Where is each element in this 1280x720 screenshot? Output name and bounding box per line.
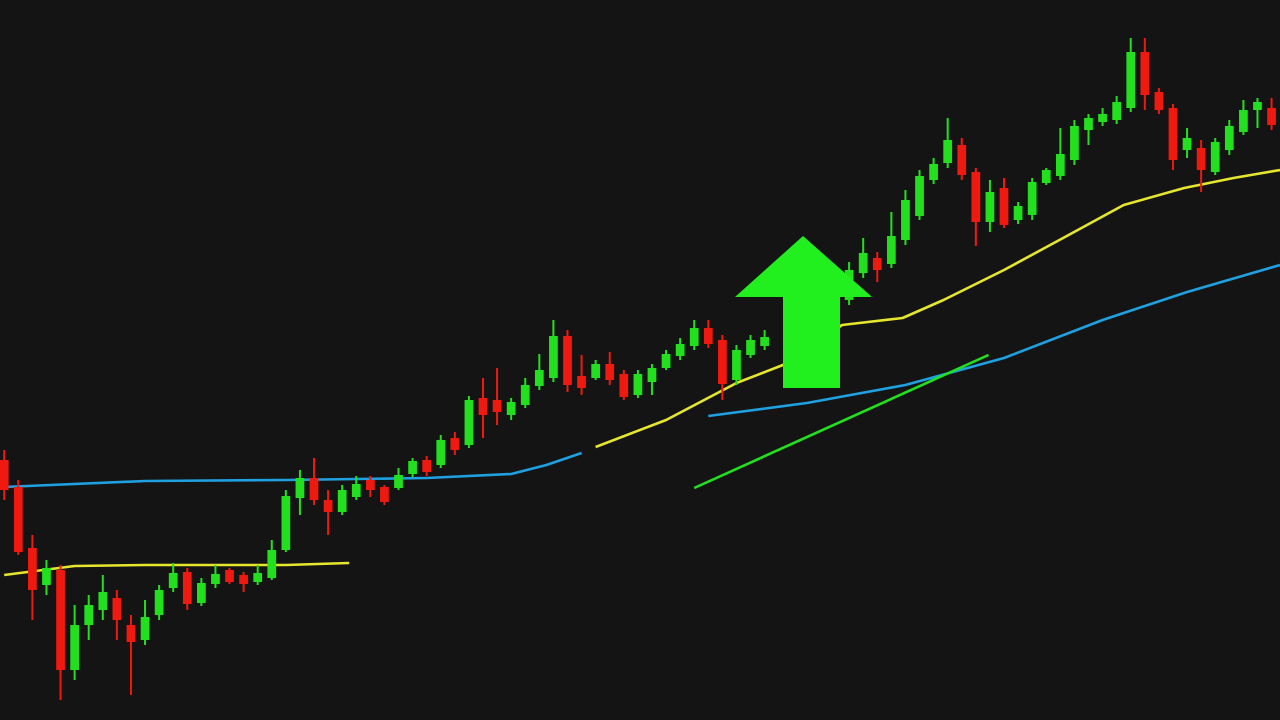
candle-body [943,140,953,163]
candle-body [168,573,178,588]
candle-body [605,364,615,380]
candle-body [957,145,967,175]
candle-body [309,478,319,500]
up-arrow [735,236,872,388]
candle-body [506,402,516,415]
candle-body [1196,148,1206,170]
candle-body [971,172,981,222]
candle-body [1224,126,1234,150]
candle-body [464,400,474,445]
candle-body [154,590,164,615]
candle-body [549,336,558,378]
candle-body [84,605,94,625]
candle-body [675,344,685,356]
candle-body [295,478,305,498]
candle-body [703,328,713,344]
candle-body [1070,126,1079,160]
candle-body [915,176,924,216]
candle-body [1253,102,1262,110]
candle-body [70,625,79,670]
candle-body [478,398,488,415]
candle-body [520,385,530,405]
candle-body [1239,110,1248,132]
candle-body [577,376,586,388]
candle-body [182,572,192,604]
candle-body [1126,52,1136,108]
candle-body [140,617,150,640]
candle-body [281,496,291,550]
candle-body [633,374,643,395]
candle-body [929,164,938,180]
candle-body [1154,92,1164,110]
candle-body [196,583,206,603]
candle-body [436,440,446,465]
candle-body [746,340,755,355]
candle-body [267,550,277,578]
candle-body [661,354,671,368]
candle-body [253,573,263,582]
candle-body [323,500,333,512]
candle-body [760,337,769,346]
candle-body [1267,108,1276,125]
candle-body [1098,114,1107,122]
candle-body [858,253,868,273]
candles [0,38,1276,700]
candle-body [1013,206,1023,220]
candle-body [619,374,629,397]
candle-body [211,574,220,584]
candle-body [718,340,727,384]
candle-body [1182,138,1192,150]
candle-body [380,487,389,502]
candle-body [689,328,699,346]
candle-body [408,461,417,474]
candle-body [492,400,502,412]
candle-body [422,460,432,472]
candle-body [1112,102,1122,120]
candle-body [0,460,9,490]
candle-body [450,438,460,450]
candle-body [56,570,65,670]
candle-body [647,368,657,382]
candle-body [98,592,108,610]
candle-body [1084,118,1093,130]
candle-body [999,188,1009,225]
candle-body [534,370,544,386]
candle-body [563,336,572,385]
candle-body [394,475,403,488]
candle-body [126,625,136,642]
candle-body [42,568,51,585]
moving-average-line [693,353,990,490]
candle-body [239,575,248,584]
candle-body [13,487,23,552]
candle-body [1210,142,1220,172]
candle-body [1027,182,1037,215]
candle-body [985,192,995,222]
candle-body [872,258,882,270]
candle-body [225,570,234,582]
candle-body [901,200,910,240]
moving-average-line [4,263,1280,489]
candle-body [112,598,122,620]
candle-body [1168,108,1178,160]
candle-body [365,480,375,490]
candle-body [1140,52,1150,95]
candle-body [732,350,741,380]
candle-body [591,364,601,378]
candle-body [1041,170,1051,183]
candle-body [886,236,896,264]
candle-body [28,548,37,590]
candle-body [1055,154,1065,176]
candle-body [337,490,347,512]
candle-body [351,484,361,497]
